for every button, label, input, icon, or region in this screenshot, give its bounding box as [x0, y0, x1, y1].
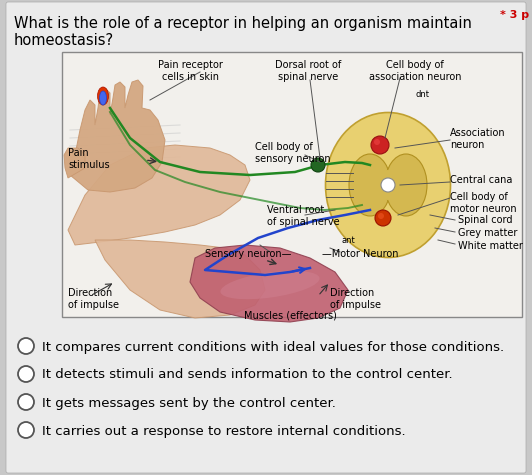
Text: Cell body of
motor neuron: Cell body of motor neuron	[450, 192, 517, 214]
Text: Grey matter: Grey matter	[458, 228, 518, 238]
Text: Direction
of impulse: Direction of impulse	[68, 288, 119, 310]
FancyBboxPatch shape	[62, 52, 522, 317]
Text: Direction
of impulse: Direction of impulse	[330, 288, 381, 310]
Text: ant: ant	[341, 236, 355, 245]
Ellipse shape	[326, 113, 451, 257]
Text: Pain receptor
cells in skin: Pain receptor cells in skin	[157, 60, 222, 82]
Text: dnt: dnt	[415, 90, 429, 99]
PathPatch shape	[190, 245, 348, 322]
Text: Association
neuron: Association neuron	[450, 128, 505, 150]
Circle shape	[18, 394, 34, 410]
Text: homeostasis?: homeostasis?	[14, 33, 114, 48]
Text: It compares current conditions with ideal values for those conditions.: It compares current conditions with idea…	[42, 341, 504, 353]
Text: Spinal cord: Spinal cord	[458, 215, 512, 225]
Text: Sensory neuron—: Sensory neuron—	[205, 249, 292, 259]
Text: Ventral root
of spinal nerve: Ventral root of spinal nerve	[267, 205, 339, 227]
Circle shape	[375, 210, 391, 226]
Circle shape	[18, 366, 34, 382]
Circle shape	[18, 422, 34, 438]
Circle shape	[311, 158, 325, 172]
PathPatch shape	[68, 145, 250, 245]
Text: * 3 p: * 3 p	[500, 10, 529, 20]
Ellipse shape	[385, 154, 427, 216]
Text: It gets messages sent by the control center.: It gets messages sent by the control cen…	[42, 397, 336, 409]
Text: Cell body of
association neuron: Cell body of association neuron	[369, 60, 461, 82]
Circle shape	[381, 178, 395, 192]
Text: Pain
stimulus: Pain stimulus	[68, 148, 110, 170]
Circle shape	[378, 213, 384, 219]
Ellipse shape	[378, 170, 398, 200]
PathPatch shape	[95, 240, 265, 318]
FancyBboxPatch shape	[6, 2, 526, 473]
Text: It detects stimuli and sends information to the control center.: It detects stimuli and sends information…	[42, 369, 453, 381]
Circle shape	[374, 139, 380, 145]
Text: —Motor Neuron: —Motor Neuron	[322, 249, 398, 259]
Text: Central cana: Central cana	[450, 175, 512, 185]
Text: Cell body of
sensory neuron: Cell body of sensory neuron	[255, 142, 330, 163]
Text: It carries out a response to restore internal conditions.: It carries out a response to restore int…	[42, 425, 405, 437]
Ellipse shape	[220, 271, 320, 299]
Ellipse shape	[349, 154, 391, 216]
Ellipse shape	[99, 91, 106, 105]
Text: What is the role of a receptor in helping an organism maintain: What is the role of a receptor in helpin…	[14, 16, 472, 31]
Circle shape	[18, 338, 34, 354]
Text: Dorsal root of
spinal nerve: Dorsal root of spinal nerve	[275, 60, 341, 82]
PathPatch shape	[64, 148, 85, 178]
Text: White matter: White matter	[458, 241, 523, 251]
Text: Muscles (effectors): Muscles (effectors)	[244, 310, 336, 320]
PathPatch shape	[70, 80, 165, 192]
Ellipse shape	[97, 87, 109, 105]
Circle shape	[371, 136, 389, 154]
